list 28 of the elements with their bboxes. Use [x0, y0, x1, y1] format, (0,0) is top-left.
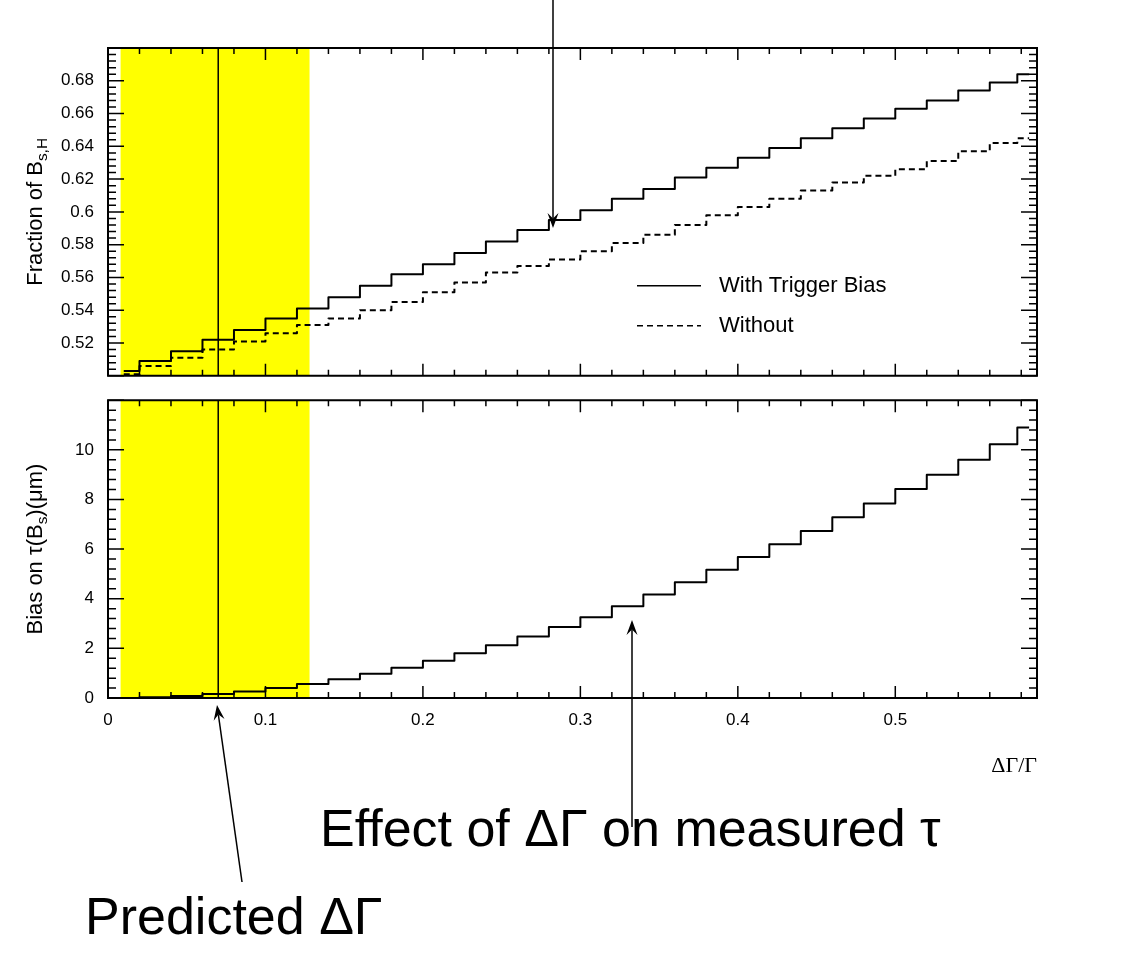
x-tick-label: 0.1: [253, 709, 278, 729]
y-tick-label: 2: [84, 638, 94, 658]
y-axis-title: Bias on τ(Bs)(μm): [22, 463, 50, 635]
text: Effect of ΔΓ on measured τ: [320, 799, 941, 858]
text: Predicted ΔΓ: [85, 887, 383, 946]
y-axis-title: Fraction of Bs,H: [22, 137, 50, 286]
y-tick-label: 0.56: [60, 267, 94, 287]
x-axis-title: ΔΓ/Γ: [991, 752, 1038, 777]
y-tick-label: 0.54: [60, 299, 94, 319]
x-tick-label: 0: [103, 709, 113, 729]
x-tick-label: 0.5: [883, 709, 908, 729]
y-tick-label: 0: [84, 687, 94, 707]
y-tick-label: 0.58: [60, 234, 94, 254]
legend-label: Without: [719, 311, 794, 337]
y-tick-label: 10: [75, 439, 94, 459]
x-tick-label: 0.3: [568, 709, 593, 729]
y-tick-label: 0.64: [60, 136, 94, 156]
y-tick-label: 0.62: [60, 168, 94, 188]
y-tick-label: 6: [84, 538, 94, 558]
y-tick-label: 0.52: [60, 332, 94, 352]
y-tick-label: 0.6: [70, 201, 94, 221]
y-tick-label: 8: [84, 489, 94, 509]
y-tick-label: 4: [84, 588, 94, 608]
x-tick-label: 0.4: [726, 709, 750, 729]
y-tick-label: 0.68: [60, 70, 94, 90]
x-tick-label: 0.2: [411, 709, 435, 729]
y-tick-label: 0.66: [60, 103, 94, 123]
legend-label: With Trigger Bias: [719, 271, 887, 297]
